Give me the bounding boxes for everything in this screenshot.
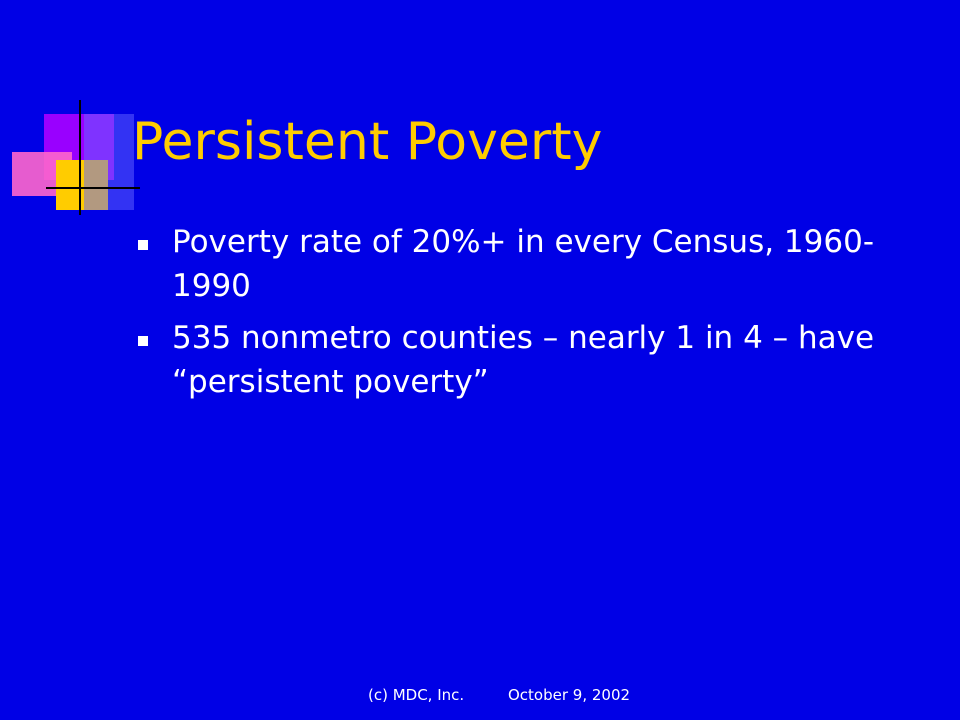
slide-title: Persistent Poverty [132, 112, 603, 172]
decoration [12, 100, 140, 215]
bullet: Poverty rate of 20%+ in every Census, 19… [132, 220, 932, 308]
bullet: 535 nonmetro counties – nearly 1 in 4 – … [132, 316, 932, 404]
bullet-list: Poverty rate of 20%+ in every Census, 19… [132, 220, 932, 412]
footer-copyright: (c) MDC, Inc. [368, 686, 465, 704]
footer-date: October 9, 2002 [508, 686, 631, 704]
